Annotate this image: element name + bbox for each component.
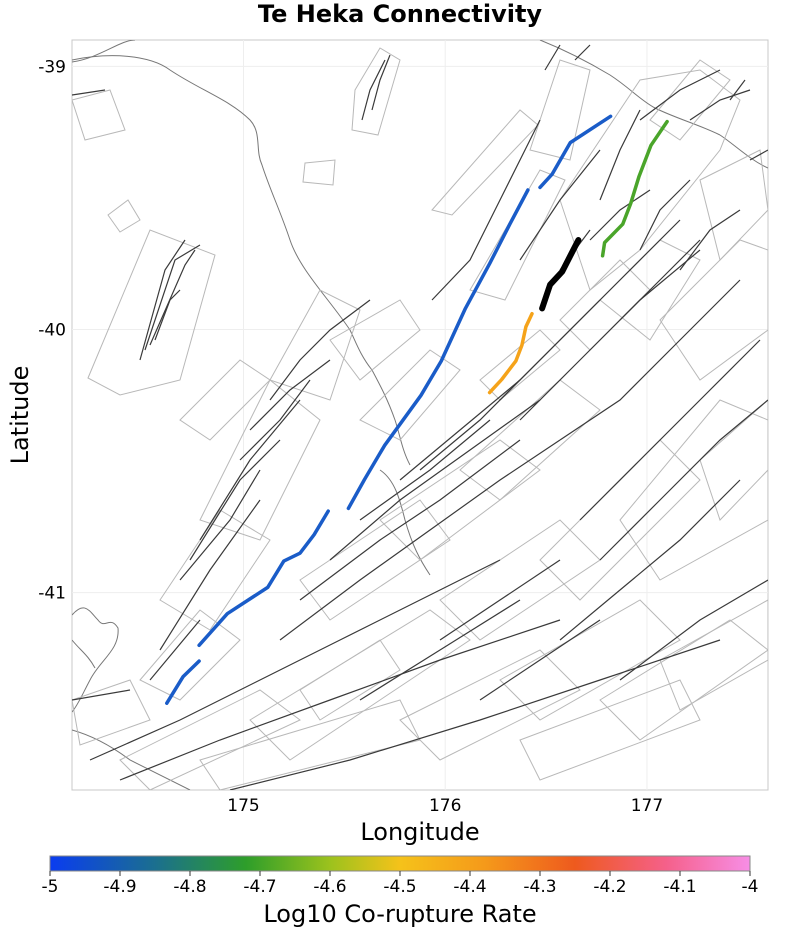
colorbar-tick-label: -4.2 — [593, 877, 626, 897]
colorbar-tick-label: -4.8 — [173, 877, 206, 897]
x-tick-label: 177 — [631, 796, 663, 816]
colorbar-tick-label: -4.1 — [663, 877, 696, 897]
rupture-blue-south-b — [165, 659, 201, 705]
coastline — [72, 40, 768, 790]
colorbar-tick-label: -4 — [742, 877, 759, 897]
colorbar-tick-label: -4.9 — [103, 877, 136, 897]
plot-frame — [71, 39, 769, 791]
rupture-blue-south-a — [197, 509, 330, 648]
rupture-blue-main — [346, 188, 530, 511]
colorbar-tick-label: -4.5 — [383, 877, 416, 897]
y-tick-label: -41 — [38, 584, 66, 604]
y-axis: -39 -40 -41 Latitude — [6, 57, 66, 603]
y-axis-title: Latitude — [6, 366, 34, 465]
y-tick-label: -40 — [38, 320, 66, 340]
colorbar-tick-label: -4.4 — [453, 877, 486, 897]
colorbar-title: Log10 Co-rupture Rate — [263, 900, 536, 928]
rupture-orange-section — [487, 311, 534, 395]
x-axis-title: Longitude — [360, 818, 479, 846]
highlighted-ruptures — [165, 114, 669, 705]
colorbar-tick-label: -5 — [42, 877, 59, 897]
rupture-blue-north — [538, 114, 613, 190]
map-layers — [72, 40, 768, 790]
colorbar-gradient — [49, 855, 751, 872]
x-tick-label: 176 — [429, 796, 461, 816]
fault-traces — [72, 44, 768, 790]
rupture-green-section — [600, 119, 669, 258]
map-plot-area — [71, 39, 769, 791]
y-tick-label: -39 — [38, 57, 66, 77]
rupture-te-heka — [539, 237, 582, 312]
x-axis: 175 176 177 Longitude — [227, 796, 663, 846]
colorbar: -5 -4.9 -4.8 -4.7 -4.6 -4.5 -4.4 -4.3 -4.2 -4.1 -4… — [42, 855, 759, 928]
chart-title: Te Heka Connectivity — [258, 0, 543, 28]
colorbar-tick-label: -4.7 — [243, 877, 276, 897]
colorbar-ticks: -5 -4.9 -4.8 -4.7 -4.6 -4.5 -4.4 -4.3 -4.2 -4.1 -4 — [42, 871, 759, 897]
colorbar-tick-label: -4.6 — [313, 877, 346, 897]
colorbar-tick-label: -4.3 — [523, 877, 556, 897]
x-tick-label: 175 — [227, 796, 259, 816]
